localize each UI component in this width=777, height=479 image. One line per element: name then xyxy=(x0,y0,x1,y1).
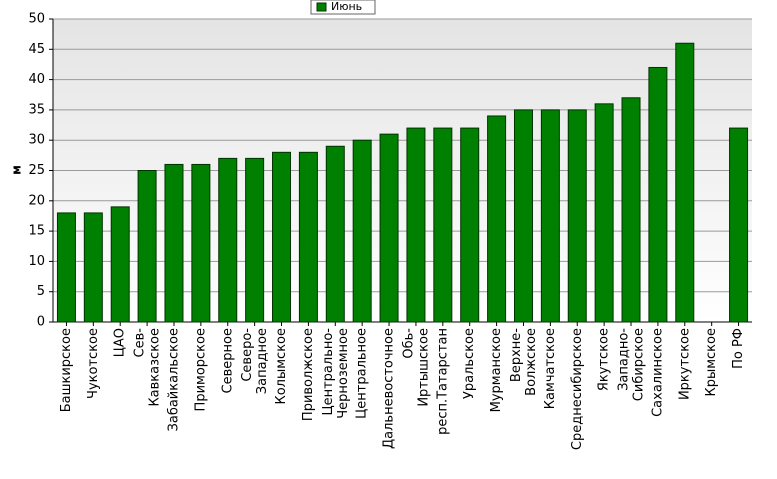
y-tick-label: 25 xyxy=(28,163,45,178)
x-tick-label: Среднесибирское xyxy=(570,328,585,450)
x-tick-label: Колымское xyxy=(274,328,289,405)
legend: Июнь xyxy=(310,0,376,15)
x-tick-label: Центрально-Черноземное xyxy=(320,328,350,419)
bar xyxy=(621,97,641,323)
x-tick-label: респ.Татарстан xyxy=(435,328,450,435)
x-tick-label: Сахалинское xyxy=(650,328,665,417)
y-tick-label: 35 xyxy=(28,102,45,117)
bar xyxy=(325,145,345,323)
x-tick-label: Крымское xyxy=(704,328,719,397)
x-tick-label: Северное xyxy=(220,328,235,393)
x-tick-label: Якутское xyxy=(597,328,612,391)
x-tick-label: Обь-Иртышское xyxy=(401,328,431,407)
x-tick-label: Центральное xyxy=(355,328,370,419)
bar xyxy=(648,66,668,323)
x-tick-label: ЦАО xyxy=(113,328,128,357)
y-tick-label: 50 xyxy=(28,12,45,27)
bar xyxy=(245,157,265,323)
y-tick-label: 15 xyxy=(28,224,45,239)
bar xyxy=(56,212,76,323)
y-tick-label: 0 xyxy=(37,315,45,330)
bar xyxy=(191,163,211,323)
bar xyxy=(298,151,318,323)
x-tick-label: Мурманское xyxy=(489,328,504,412)
x-tick-label: Северо-Западное xyxy=(240,328,270,395)
bar xyxy=(272,151,292,323)
bar xyxy=(675,42,695,323)
legend-box xyxy=(310,0,376,15)
legend-label: Июнь xyxy=(331,0,362,13)
x-tick-label: Забайкальское xyxy=(166,328,181,431)
y-tick-label: 45 xyxy=(28,42,45,57)
y-tick-label: 40 xyxy=(28,72,45,87)
y-tick-label: 20 xyxy=(28,193,45,208)
x-tick-label: Приморское xyxy=(193,328,208,411)
y-axis-title: м xyxy=(10,165,24,175)
x-tick-label: Иркутское xyxy=(677,328,692,400)
bar xyxy=(540,109,560,323)
x-tick-label: Уральское xyxy=(462,328,477,399)
bar xyxy=(729,127,749,323)
x-tick-label: По РФ xyxy=(731,328,746,369)
bar xyxy=(460,127,480,323)
y-tick-label: 30 xyxy=(28,133,45,148)
bar xyxy=(379,133,399,323)
x-tick-label: Приволжское xyxy=(301,328,316,421)
bar xyxy=(513,109,533,323)
bar xyxy=(137,170,157,323)
bar xyxy=(352,139,372,323)
bar xyxy=(164,163,184,323)
bar xyxy=(218,157,238,323)
bar xyxy=(110,206,130,323)
x-tick-label: Верхне-Волжское xyxy=(508,328,538,396)
bar xyxy=(594,103,614,323)
bar xyxy=(83,212,103,323)
bar xyxy=(567,109,587,323)
bar xyxy=(433,127,453,323)
x-tick-label: Чукотское xyxy=(86,328,101,399)
legend-swatch xyxy=(316,2,327,12)
y-tick-label: 10 xyxy=(28,254,45,269)
bar xyxy=(487,115,507,323)
x-tick-label: Сев-Кавказское xyxy=(132,328,162,407)
x-tick-label: Башкирское xyxy=(59,328,74,412)
x-tick-label: Западно-Сибирское xyxy=(616,328,646,402)
y-tick-label: 5 xyxy=(37,284,45,299)
bar xyxy=(406,127,426,323)
x-tick-label: Камчатское xyxy=(543,328,558,409)
x-tick-label: Дальневосточное xyxy=(382,328,397,449)
